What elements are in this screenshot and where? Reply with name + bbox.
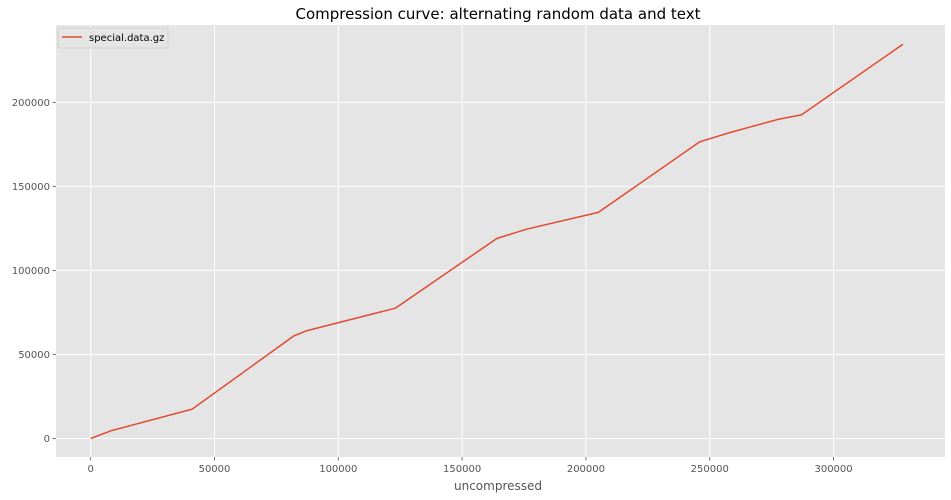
x-tick-label: 300000 xyxy=(814,464,852,475)
x-tick-label: 150000 xyxy=(443,464,481,475)
x-tick-label: 100000 xyxy=(319,464,357,475)
tick-labels: 0 50000 100000 150000 200000 250000 300000 0 500… xyxy=(12,98,853,475)
x-tick-label: 0 xyxy=(87,464,93,475)
y-tick-label: 200000 xyxy=(12,98,50,109)
series-line xyxy=(90,43,904,440)
grid xyxy=(56,25,945,457)
x-axis-label: uncompressed xyxy=(454,479,542,493)
chart-title: Compression curve: alternating random da… xyxy=(296,5,701,23)
x-tick-label: 200000 xyxy=(567,464,605,475)
y-tick-label: 0 xyxy=(44,434,50,445)
y-tick-label: 100000 xyxy=(12,266,50,277)
y-tick-label: 150000 xyxy=(12,182,50,193)
plot-area xyxy=(56,25,945,457)
y-tick-label: 50000 xyxy=(18,350,50,361)
legend: special.data.gz xyxy=(57,27,169,49)
series-layer xyxy=(90,43,904,440)
legend-label: special.data.gz xyxy=(89,33,164,44)
x-tick-label: 50000 xyxy=(199,464,231,475)
x-tick-label: 250000 xyxy=(691,464,729,475)
legend-box xyxy=(57,27,169,49)
